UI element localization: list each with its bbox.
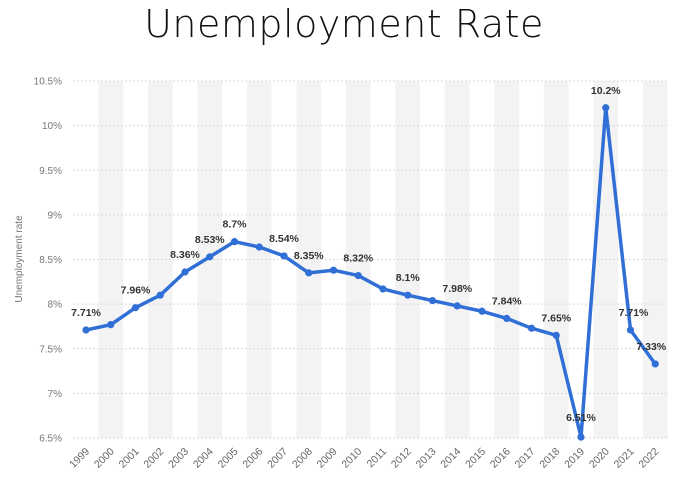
x-tick-label: 2002	[141, 446, 166, 471]
x-tick-label: 2013	[414, 446, 439, 471]
data-label: 8.7%	[223, 219, 248, 231]
data-point	[453, 302, 461, 310]
data-label: 8.53%	[195, 234, 225, 246]
x-tick-label: 2004	[191, 446, 216, 471]
data-label: 7.65%	[541, 312, 571, 324]
data-point	[255, 243, 263, 251]
data-point	[305, 269, 313, 277]
data-label: 6.51%	[566, 412, 596, 424]
data-label: 7.84%	[492, 295, 522, 307]
column-band	[395, 81, 421, 438]
data-point	[478, 307, 486, 315]
y-tick-label: 8%	[48, 300, 63, 311]
column-band	[543, 81, 569, 438]
data-point	[626, 326, 635, 334]
data-point	[577, 433, 585, 441]
x-tick-label: 2020	[587, 446, 612, 471]
data-label: 8.36%	[170, 249, 200, 261]
x-tick-label: 2006	[240, 446, 265, 471]
data-point	[503, 314, 511, 323]
data-point	[181, 268, 189, 276]
data-label: 10.2%	[591, 85, 621, 97]
x-tick-label: 2012	[389, 446, 414, 471]
data-label: 8.32%	[343, 253, 373, 265]
data-point	[107, 321, 115, 329]
x-tick-label: 2015	[463, 446, 488, 471]
data-point	[527, 324, 536, 332]
y-tick-label: 7.5%	[39, 344, 62, 355]
data-point	[206, 253, 214, 261]
data-point	[230, 238, 239, 246]
x-tick-label: 2014	[438, 446, 463, 471]
x-tick-label: 2009	[315, 446, 340, 471]
data-label: 7.71%	[71, 307, 101, 319]
y-tick-label: 6.5%	[39, 434, 62, 445]
x-tick-label: 2017	[513, 446, 538, 471]
y-tick-label: 9%	[48, 210, 63, 221]
data-point	[131, 304, 140, 312]
data-point	[428, 296, 437, 305]
y-tick-label: 9.5%	[39, 166, 62, 177]
data-label: 7.71%	[619, 307, 649, 319]
data-point	[156, 291, 164, 299]
x-tick-label: 2019	[562, 446, 587, 471]
data-point	[354, 271, 362, 280]
series-line	[84, 106, 657, 439]
x-tick-label: 2018	[537, 446, 562, 471]
column-band	[147, 81, 173, 438]
data-label: 8.54%	[269, 233, 299, 245]
data-point	[651, 360, 659, 368]
x-tick-label: 1999	[67, 446, 92, 471]
y-tick-label: 10.5%	[34, 77, 62, 88]
data-point	[82, 326, 90, 334]
y-tick-label: 7%	[48, 389, 63, 400]
data-point	[280, 252, 288, 260]
data-point	[329, 266, 338, 274]
data-label: 8.1%	[396, 272, 421, 284]
data-point	[379, 285, 387, 293]
chart-title: Unemployment Rate	[144, 2, 544, 46]
x-tick-label: 2000	[92, 446, 117, 471]
x-tick-label: 2022	[636, 446, 661, 471]
y-axis-label: Unemployment rate	[14, 215, 25, 303]
x-tick-label: 2021	[612, 446, 637, 471]
x-tick-label: 2005	[216, 446, 241, 471]
x-tick-label: 2008	[290, 446, 315, 471]
x-tick-label: 2016	[488, 446, 513, 471]
data-label: 7.96%	[121, 285, 151, 297]
data-label: 8.35%	[294, 250, 324, 262]
data-point	[404, 291, 412, 299]
y-tick-label: 10%	[42, 121, 62, 132]
x-tick-label: 2001	[117, 446, 142, 471]
x-tick-label: 2007	[265, 446, 290, 471]
data-label: 7.98%	[442, 283, 472, 295]
y-tick-label: 8.5%	[39, 255, 62, 266]
data-point	[602, 104, 610, 112]
x-tick-label: 2011	[365, 446, 390, 471]
data-point	[552, 331, 560, 339]
data-label: 7.33%	[636, 341, 666, 353]
x-tick-label: 2003	[166, 446, 191, 471]
x-tick-label: 2010	[339, 446, 364, 471]
